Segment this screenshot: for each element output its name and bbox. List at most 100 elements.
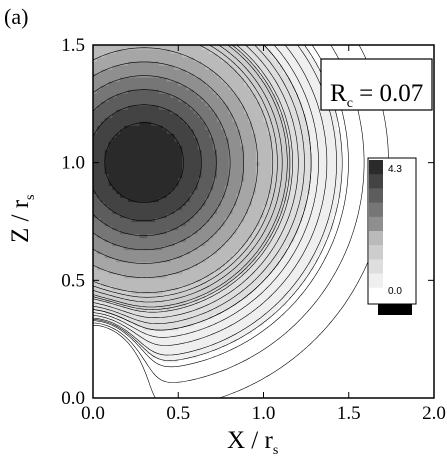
contour-cell — [240, 245, 245, 251]
contour-cell — [158, 373, 164, 379]
contour-cell — [275, 225, 280, 231]
contour-cell — [271, 265, 276, 271]
contour-cell — [310, 245, 315, 251]
contour-cell — [205, 349, 210, 355]
contour-cell — [217, 353, 222, 359]
contour-cell — [275, 93, 280, 98]
contour-cell — [93, 253, 98, 259]
contour-cell — [224, 53, 230, 58]
contour-cell — [290, 297, 296, 303]
contour-cell — [139, 97, 144, 102]
contour-cell — [220, 201, 226, 207]
contour-cell — [209, 65, 214, 70]
contour-cell — [224, 105, 230, 110]
contour-cell — [96, 237, 102, 243]
contour-cell — [302, 373, 307, 379]
contour-cell — [279, 345, 284, 351]
contour-cell — [263, 233, 268, 239]
contour-cell — [139, 109, 144, 114]
contour-cell — [220, 181, 226, 186]
contour-cell — [120, 213, 125, 219]
contour-cell — [201, 365, 206, 371]
contour-cell — [127, 57, 133, 62]
contour-cell — [236, 285, 241, 291]
contour-cell — [170, 53, 175, 58]
contour-cell — [135, 289, 141, 295]
contour-cell — [209, 321, 214, 327]
contour-cell — [220, 297, 226, 303]
contour-cell — [182, 389, 187, 395]
contour-cell — [197, 329, 203, 335]
contour-cell — [271, 389, 276, 395]
contour-cell — [131, 117, 137, 122]
contour-cell — [205, 257, 210, 263]
contour-cell — [275, 297, 280, 303]
contour-cell — [306, 333, 311, 339]
contour-cell — [302, 81, 307, 86]
contour-cell — [174, 193, 179, 199]
contour-cell — [302, 213, 307, 219]
contour-cell — [147, 77, 152, 82]
contour-cell — [127, 385, 133, 391]
contour-cell — [306, 313, 311, 319]
contour-cell — [151, 349, 156, 355]
contour-cell — [217, 185, 222, 191]
contour-cell — [232, 281, 237, 287]
contour-cell — [174, 393, 179, 398]
contour-cell — [209, 377, 214, 383]
contour-cell — [282, 137, 288, 142]
contour-cell — [151, 129, 156, 134]
contour-cell — [228, 249, 234, 255]
contour-cell — [104, 81, 110, 86]
contour-cell — [217, 361, 222, 367]
contour-cell — [100, 373, 106, 379]
contour-cell — [209, 57, 214, 62]
contour-cell — [96, 173, 102, 178]
contour-cell — [155, 337, 160, 343]
contour-cell — [282, 209, 288, 215]
contour-cell — [240, 385, 245, 391]
contour-cell — [124, 65, 129, 70]
contour-cell — [279, 181, 284, 186]
contour-cell — [228, 393, 234, 398]
contour-cell — [143, 173, 148, 178]
contour-cell — [135, 125, 141, 130]
contour-cell — [189, 49, 195, 54]
contour-cell — [162, 321, 168, 327]
contour-cell — [236, 241, 241, 247]
contour-cell — [120, 157, 125, 162]
contour-cell — [255, 277, 261, 283]
contour-cell — [306, 281, 311, 287]
contour-cell — [248, 129, 253, 134]
contour-cell — [259, 349, 265, 355]
contour-cell — [197, 381, 203, 387]
contour-cell — [201, 89, 206, 94]
contour-cell — [197, 113, 203, 118]
contour-cell — [143, 169, 148, 174]
contour-cell — [155, 137, 160, 142]
contour-cell — [131, 61, 137, 66]
contour-cell — [182, 253, 187, 259]
contour-cell — [96, 373, 102, 379]
contour-cell — [108, 325, 113, 331]
contour-cell — [248, 357, 253, 363]
contour-cell — [178, 153, 183, 158]
contour-cell — [224, 45, 230, 50]
contour-cell — [112, 369, 117, 375]
contour-cell — [131, 297, 137, 303]
contour-cell — [143, 329, 148, 335]
contour-cell — [108, 205, 113, 211]
contour-cell — [108, 329, 113, 335]
contour-cell — [104, 349, 110, 355]
contour-cell — [240, 73, 245, 78]
contour-cell — [267, 285, 272, 291]
contour-cell — [294, 65, 299, 70]
contour-cell — [271, 365, 276, 371]
contour-cell — [186, 185, 191, 191]
contour-cell — [310, 185, 315, 191]
contour-cell — [162, 261, 168, 267]
contour-cell — [294, 257, 299, 263]
contour-cell — [100, 253, 106, 259]
contour-cell — [236, 381, 241, 387]
contour-cell — [112, 381, 117, 387]
